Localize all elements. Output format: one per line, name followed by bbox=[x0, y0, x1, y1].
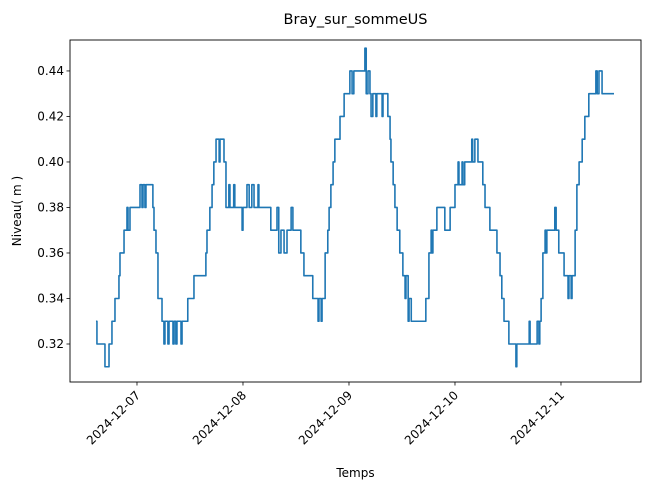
x-tick-label: 2024-12-07 bbox=[84, 388, 143, 447]
y-tick-label: 0.34 bbox=[37, 291, 64, 305]
series-line bbox=[95, 47, 614, 368]
y-tick-label: 0.42 bbox=[37, 109, 64, 123]
x-tick-label: 2024-12-08 bbox=[190, 388, 249, 447]
y-tick-label: 0.36 bbox=[37, 246, 64, 260]
x-tick-label: 2024-12-11 bbox=[508, 388, 567, 447]
y-tick-label: 0.38 bbox=[37, 200, 64, 214]
plot-frame bbox=[69, 39, 642, 383]
y-tick-label: 0.32 bbox=[37, 337, 64, 351]
chart-title: Bray_sur_sommeUS bbox=[284, 12, 428, 28]
y-axis-label: Niveau( m ) bbox=[10, 176, 24, 246]
y-tick-label: 0.44 bbox=[37, 64, 64, 78]
y-tick-label: 0.40 bbox=[37, 155, 64, 169]
x-tick-label: 2024-12-10 bbox=[402, 388, 461, 447]
x-tick-label: 2024-12-09 bbox=[296, 388, 355, 447]
x-axis-label: Temps bbox=[335, 466, 374, 480]
